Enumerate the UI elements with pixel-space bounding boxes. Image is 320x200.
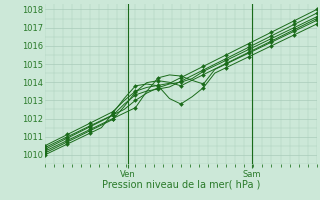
X-axis label: Pression niveau de la mer( hPa ): Pression niveau de la mer( hPa ) [102,180,260,190]
